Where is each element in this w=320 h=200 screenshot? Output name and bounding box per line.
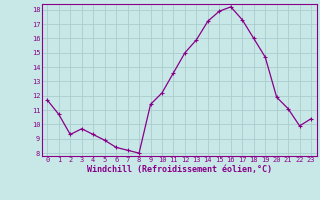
X-axis label: Windchill (Refroidissement éolien,°C): Windchill (Refroidissement éolien,°C) [87, 165, 272, 174]
